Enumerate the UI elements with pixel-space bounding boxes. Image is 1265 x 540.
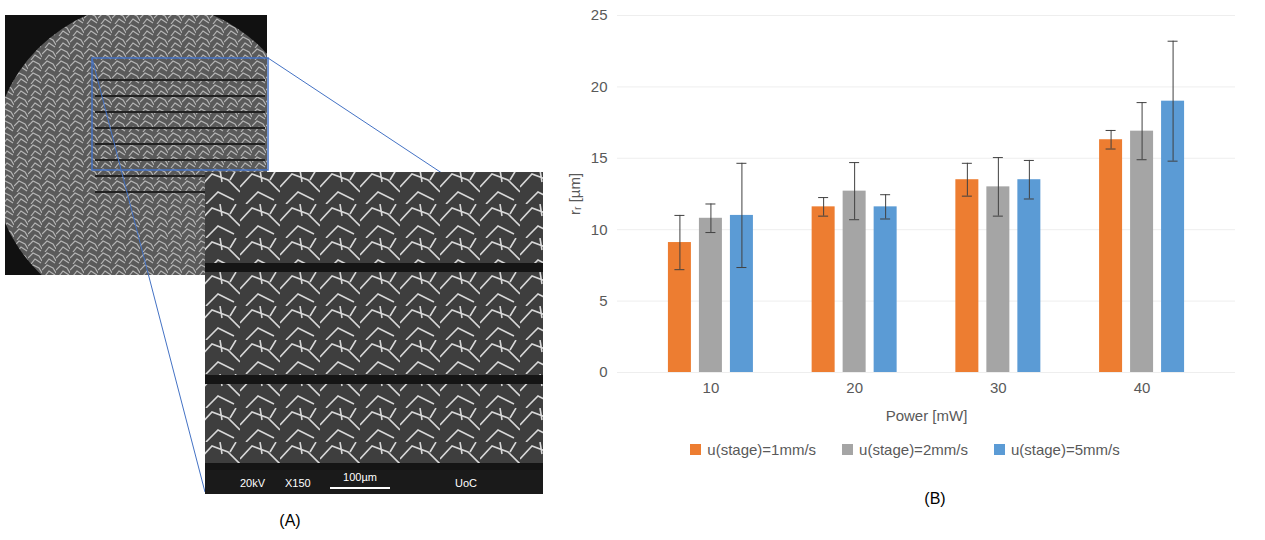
html-text:u(stage)=5mm/s: u(stage)=5mm/s <box>1010 440 1120 458</box>
svg-text:10: 10 <box>703 379 720 396</box>
svg-text:20: 20 <box>591 78 608 95</box>
svg-text:20kV: 20kV <box>240 477 266 489</box>
svg-text:25: 25 <box>591 6 608 23</box>
svg-text:20: 20 <box>846 379 863 396</box>
svg-text:rᵣ [µm]: rᵣ [µm] <box>566 173 583 215</box>
svg-text:5: 5 <box>599 292 607 309</box>
svg-text:15: 15 <box>591 149 608 166</box>
svg-text:(A): (A) <box>279 512 300 529</box>
html-text:(B): (B) <box>924 490 946 507</box>
html-text:u(stage)=1mm/s: u(stage)=1mm/s <box>707 440 817 458</box>
svg-text:UoC: UoC <box>455 477 477 489</box>
svg-text:10: 10 <box>591 221 608 238</box>
html-text:u(stage)=2mm/s: u(stage)=2mm/s <box>859 440 968 458</box>
svg-text:X150: X150 <box>285 477 311 489</box>
svg-text:0: 0 <box>599 363 607 380</box>
svg-text:100µm: 100µm <box>343 471 377 483</box>
svg-text:30: 30 <box>990 379 1007 396</box>
svg-text:Power [mW]: Power [mW] <box>886 407 968 424</box>
svg-text:40: 40 <box>1134 379 1151 396</box>
